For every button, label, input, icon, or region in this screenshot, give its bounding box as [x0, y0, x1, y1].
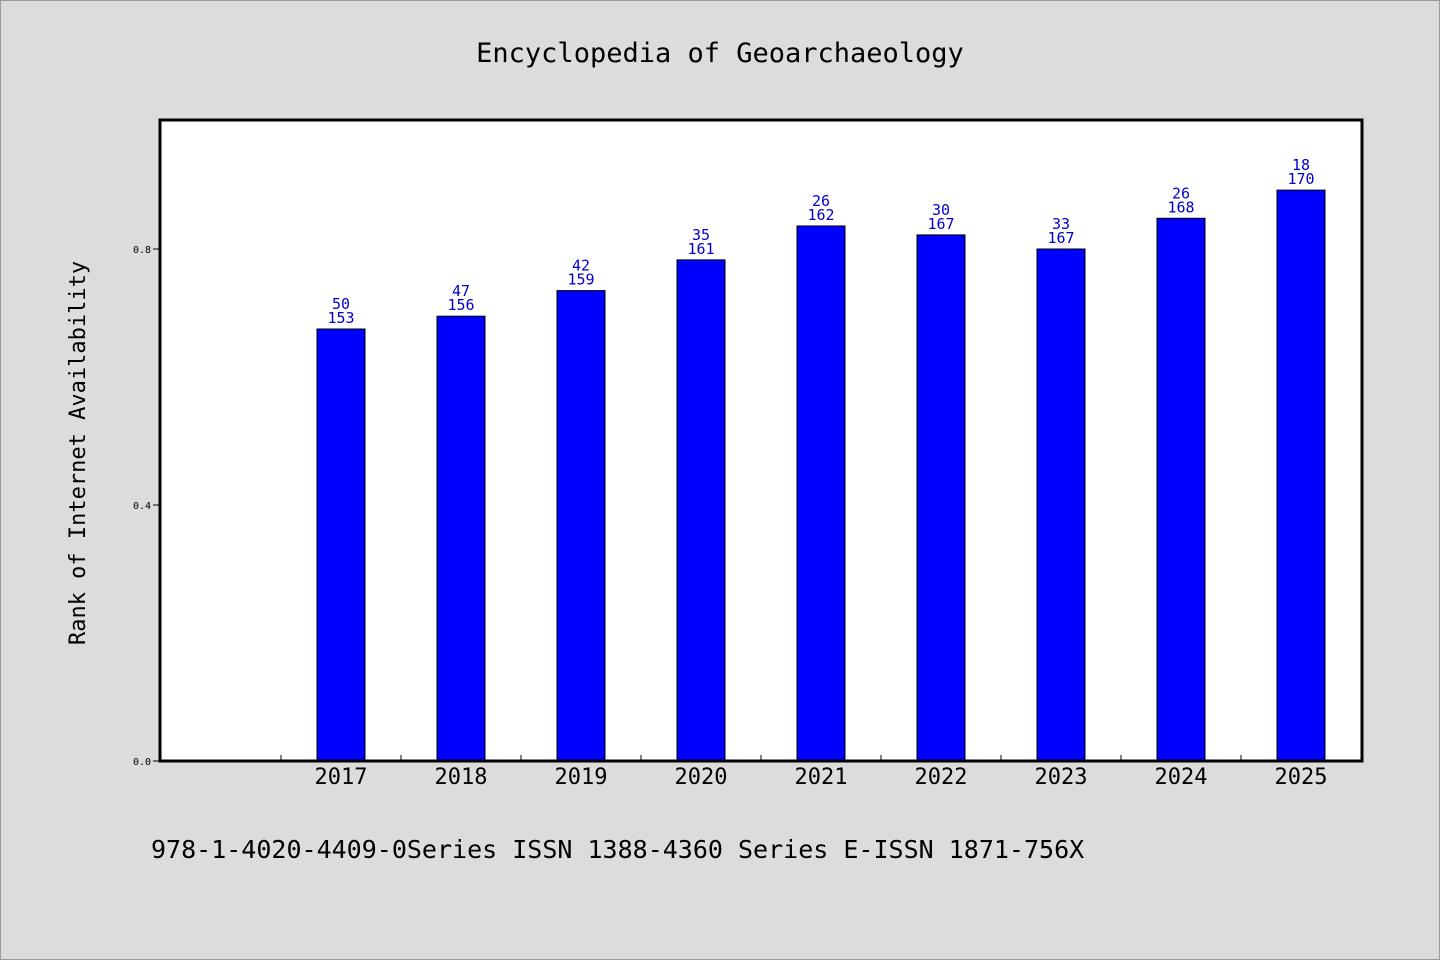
- x-tick-label: 2021: [795, 765, 848, 790]
- x-tick-label: 2022: [915, 765, 968, 790]
- bar: [436, 315, 486, 762]
- data-label-top: 18: [1292, 156, 1310, 174]
- y-tick-label: 0.8: [133, 245, 151, 256]
- bar: [796, 225, 846, 762]
- x-tick-label: 2024: [1155, 765, 1208, 790]
- bar: [676, 259, 726, 762]
- x-tick-label: 2023: [1035, 765, 1088, 790]
- data-label-top: 33: [1052, 215, 1070, 233]
- data-label-bottom: 170: [1287, 170, 1314, 188]
- data-label-bottom: 167: [1047, 229, 1074, 247]
- data-label-bottom: 168: [1167, 198, 1194, 216]
- y-tick-label: 0.4: [133, 501, 151, 512]
- data-label-bottom: 159: [567, 271, 594, 289]
- footer-isbn-issn: 978-1-4020-4409-0Series ISSN 1388-4360 S…: [151, 835, 1085, 864]
- plot-border: [158, 118, 1364, 763]
- data-label-bottom: 153: [327, 309, 354, 327]
- data-label-top: 50: [332, 295, 350, 313]
- bar: [1036, 248, 1086, 762]
- data-label-bottom: 156: [447, 296, 474, 314]
- data-label-top: 42: [572, 257, 590, 275]
- bar: [1156, 217, 1206, 762]
- bar: [916, 234, 966, 762]
- data-label-bottom: 167: [927, 215, 954, 233]
- x-tick-label: 2025: [1275, 765, 1328, 790]
- x-tick-label: 2017: [315, 765, 368, 790]
- data-label-top: 26: [812, 192, 830, 210]
- data-label-top: 35: [692, 226, 710, 244]
- data-label-top: 47: [452, 282, 470, 300]
- data-label-bottom: 161: [687, 240, 714, 258]
- bar: [556, 290, 606, 762]
- y-tick-label: 0.0: [133, 757, 151, 768]
- y-axis-label: Rank of Internet Availability: [66, 261, 91, 645]
- x-tick-label: 2019: [555, 765, 608, 790]
- bar: [316, 328, 366, 762]
- chart-title: Encyclopedia of Geoarchaeology: [476, 38, 964, 69]
- data-label-bottom: 162: [807, 206, 834, 224]
- x-tick-label: 2018: [435, 765, 488, 790]
- x-tick-label: 2020: [675, 765, 728, 790]
- data-label-top: 30: [932, 201, 950, 219]
- y-axis: 0.0 0.4 0.8: [133, 245, 160, 768]
- data-label-top: 26: [1172, 184, 1190, 202]
- bar: [1276, 189, 1326, 762]
- x-axis: 2017 2018 2019 2020 2021 2022 2023 2024 2025: [280, 755, 1362, 790]
